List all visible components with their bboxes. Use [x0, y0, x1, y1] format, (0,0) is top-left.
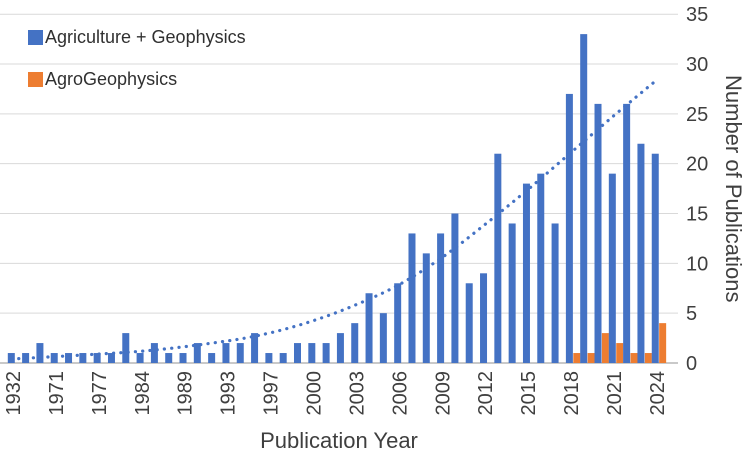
bar-agrogeophysics-2021 — [616, 343, 624, 363]
y-axis-title: Number of Publications — [721, 75, 746, 303]
bar-agriculture-geophysics-1977 — [93, 353, 101, 363]
x-tick-label: 2018 — [561, 371, 583, 416]
x-tick-label: 1993 — [218, 371, 240, 416]
bar-agriculture-geophysics-1998 — [279, 353, 287, 363]
bar-agriculture-geophysics-pos8 — [122, 333, 130, 363]
bar-agriculture-geophysics-2018 — [565, 93, 573, 363]
bar-agriculture-geophysics-pos17 — [251, 333, 259, 363]
bar-agrogeophysics-2023 — [644, 353, 652, 363]
trendline-dotted — [9, 79, 658, 361]
y-tick-label: 30 — [686, 54, 708, 76]
bar-agrogeophysics-2020 — [601, 333, 609, 363]
bar-agriculture-geophysics-1984 — [136, 353, 144, 363]
y-tick-label: 25 — [686, 104, 708, 126]
bar-agriculture-geophysics-2021 — [608, 173, 616, 363]
legend-swatch-blue — [28, 29, 43, 45]
y-tick-label: 35 — [686, 4, 708, 26]
bar-agriculture-geophysics-2000 — [308, 343, 316, 363]
x-tick-label: 2009 — [432, 371, 454, 416]
bar-agriculture-geophysics-2015 — [522, 183, 530, 363]
x-tick-label: 2006 — [389, 371, 411, 416]
legend-label-agrogeophysics: AgroGeophysics — [45, 68, 178, 89]
bar-agrogeophysics-2022 — [630, 353, 638, 363]
bar-agriculture-geophysics-2020 — [594, 103, 602, 363]
legend-swatch-orange — [28, 71, 43, 87]
bar-agrogeophysics-2019 — [587, 353, 595, 363]
bar-agriculture-geophysics-2008 — [422, 253, 430, 363]
bar-agriculture-geophysics-pos11 — [165, 353, 173, 363]
x-tick-label: 1977 — [89, 371, 111, 416]
y-tick-label: 15 — [686, 204, 708, 226]
bar-agriculture-geophysics-1997 — [265, 353, 273, 363]
bar-agriculture-geophysics-2017 — [551, 223, 559, 363]
bar-agriculture-geophysics-pos7 — [107, 353, 115, 363]
bar-agriculture-geophysics-1993 — [222, 343, 230, 363]
y-tick-label: 0 — [686, 353, 697, 375]
bar-agriculture-geophysics-2016 — [537, 173, 545, 363]
bar-agrogeophysics-2024 — [659, 323, 667, 363]
x-tick-label: 1971 — [46, 371, 68, 416]
bar-agriculture-geophysics-1971 — [50, 353, 58, 363]
y-tick-label: 10 — [686, 253, 708, 275]
x-tick-label: 1997 — [261, 371, 283, 416]
bar-agriculture-geophysics-2014 — [508, 223, 516, 363]
bar-agrogeophysics-2018 — [573, 353, 581, 363]
bar-agriculture-geophysics-2006 — [394, 283, 402, 363]
bar-agriculture-geophysics-2001 — [322, 343, 330, 363]
bar-agriculture-geophysics-2010 — [451, 213, 459, 363]
bar-agriculture-geophysics-2013 — [494, 153, 502, 363]
bar-agriculture-geophysics-pos10 — [150, 343, 158, 363]
x-tick-label: 1932 — [3, 371, 25, 416]
bar-agriculture-geophysics-1989 — [179, 353, 187, 363]
bar-agriculture-geophysics-pos2 — [36, 343, 44, 363]
bar-agriculture-geophysics-pos5 — [79, 353, 87, 363]
x-tick-label: 1984 — [132, 371, 154, 416]
bar-agriculture-geophysics-pos13 — [193, 343, 201, 363]
bar-agriculture-geophysics-2007 — [408, 233, 416, 363]
bar-agriculture-geophysics-2004 — [365, 293, 373, 363]
y-tick-label: 5 — [686, 303, 697, 325]
bar-agriculture-geophysics-2009 — [437, 233, 445, 363]
x-tick-label: 2012 — [475, 371, 497, 416]
bar-agriculture-geophysics-2022 — [623, 103, 631, 363]
x-tick-label: 2021 — [604, 371, 626, 416]
bar-agriculture-geophysics-2002 — [336, 333, 344, 363]
x-tick-label: 2024 — [647, 371, 669, 416]
bar-agriculture-geophysics-pos14 — [208, 353, 216, 363]
bar-agriculture-geophysics-2019 — [580, 34, 588, 363]
bar-agriculture-geophysics-2012 — [480, 273, 488, 363]
bar-agriculture-geophysics-pos4 — [65, 353, 73, 363]
bar-agriculture-geophysics-1999 — [294, 343, 301, 363]
x-axis-title: Publication Year — [260, 428, 418, 453]
bar-agriculture-geophysics-2003 — [351, 323, 359, 363]
bar-agriculture-geophysics-pos16 — [236, 343, 244, 363]
x-tick-label: 2015 — [518, 371, 540, 416]
x-tick-label: 2000 — [304, 371, 326, 416]
x-tick-label: 2003 — [346, 371, 368, 416]
x-tick-label: 1989 — [175, 371, 197, 416]
bar-agriculture-geophysics-2011 — [465, 283, 473, 363]
bar-agriculture-geophysics-2023 — [637, 143, 645, 363]
bar-agriculture-geophysics-2024 — [651, 153, 659, 363]
bar-agriculture-geophysics-2005 — [379, 313, 387, 363]
y-tick-label: 20 — [686, 154, 708, 176]
chart-legend: Agriculture + Geophysics AgroGeophysics — [28, 26, 246, 112]
legend-item-agriculture-geophysics: Agriculture + Geophysics — [28, 26, 246, 47]
legend-label-agriculture-geophysics: Agriculture + Geophysics — [45, 26, 246, 47]
legend-item-agrogeophysics: AgroGeophysics — [28, 68, 246, 89]
